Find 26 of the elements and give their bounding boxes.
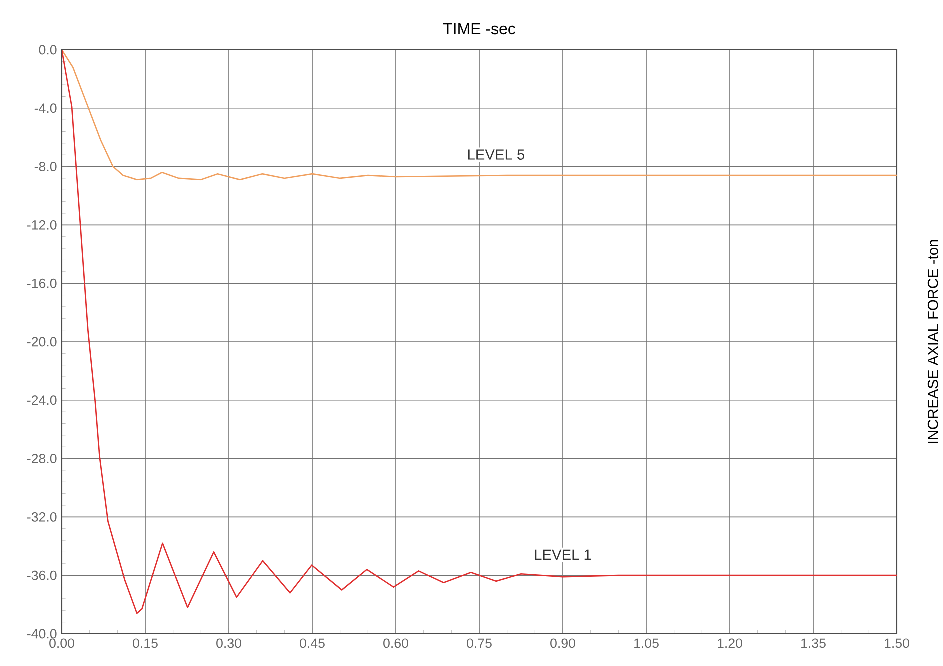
x-tick-label: 0.00 [50,638,74,648]
y-tick-label: -20.0 [27,337,57,347]
series-label: LEVEL 1 [535,550,592,560]
x-tick-label: 0.15 [133,638,158,648]
x-tick-label: 1.20 [718,638,742,648]
series-label: LEVEL 5 [468,150,524,160]
x-tick-label: 1.50 [885,638,910,648]
y-tick-label: -4.0 [34,104,57,114]
x-tick-label: 0.75 [467,638,492,648]
y-tick-label: -12.0 [27,220,57,230]
y-tick-label: -40.0 [27,629,57,639]
y-tick-label: 0.0 [39,45,57,55]
y-axis-title: INCREASE AXIAL FORCE -ton [928,240,938,444]
x-tick-label: 1.35 [802,638,826,648]
y-tick-label: -16.0 [27,278,57,288]
x-tick-label: 0.60 [384,638,408,648]
x-tick-label: 1.05 [634,638,659,648]
x-tick-label: 0.45 [300,638,325,648]
y-tick-label: -28.0 [27,454,57,464]
x-tick-label: 0.30 [216,638,242,648]
y-tick-label: -36.0 [27,570,57,580]
x-axis-title: TIME -sec [443,23,516,35]
y-tick-label: -24.0 [27,396,57,406]
y-tick-label: -32.0 [27,512,57,522]
y-tick-label: -8.0 [34,162,57,172]
x-tick-label: 0.90 [550,638,576,648]
